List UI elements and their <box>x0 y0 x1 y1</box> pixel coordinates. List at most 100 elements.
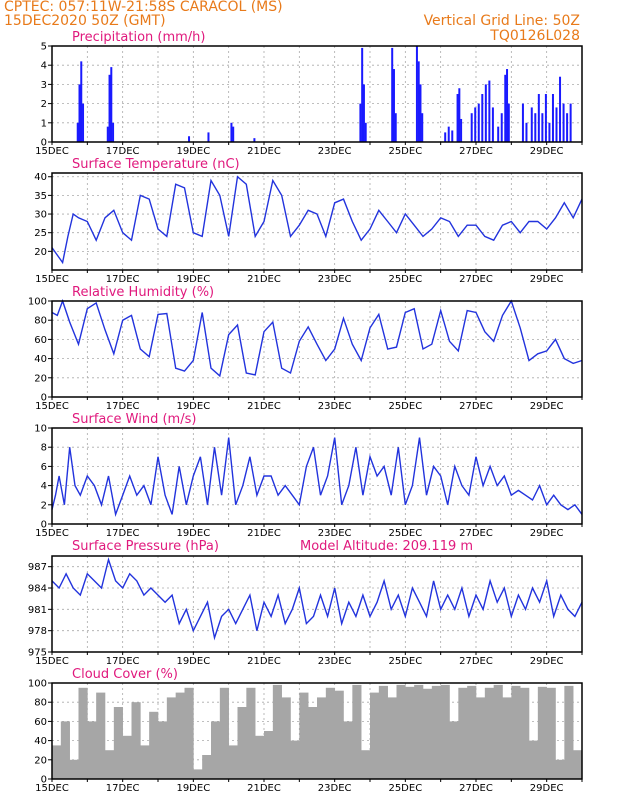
cloud-bar <box>290 740 300 779</box>
cloud-date-label: 29DEC <box>530 783 564 794</box>
cloud-title: Cloud Cover (%) <box>72 667 178 682</box>
precip-bar <box>566 113 569 142</box>
pres-date-label: 27DEC <box>459 656 493 667</box>
cloud-bar <box>458 687 468 779</box>
pres-date-label: 15DEC <box>35 656 69 667</box>
cloud-bar <box>396 684 406 779</box>
temp-frame <box>51 172 583 271</box>
cloud-bar <box>484 687 494 779</box>
precip-ytick-label: 1 <box>41 118 47 129</box>
precip-bar <box>362 84 365 142</box>
cloud-bar <box>476 697 486 779</box>
temp-ytick-label: 20 <box>34 247 47 258</box>
pres-frame <box>51 555 583 653</box>
pres-date-label: 21DEC <box>247 656 281 667</box>
wind-ytick-label: 8 <box>41 443 47 454</box>
temp-ytick-label: 25 <box>34 228 47 239</box>
precip-ytick-label: 2 <box>41 99 47 110</box>
precip-date-label: 23DEC <box>318 146 352 157</box>
precip-bar <box>534 113 537 142</box>
cloud-bar <box>272 684 282 779</box>
cloud-panel: 0 20 40 60 80 100 15DEC 17DEC 19DEC 21DEC 23DEC 25D… <box>28 679 583 794</box>
temp-date-label: 19DEC <box>176 274 210 285</box>
cloud-bar <box>52 745 62 779</box>
temp-date-label: 17DEC <box>106 274 140 285</box>
cloud-bar <box>149 711 159 779</box>
cloud-bar <box>184 687 194 779</box>
cloud-bar <box>317 697 327 779</box>
cloud-bar <box>493 684 503 779</box>
precip-bar <box>521 103 524 142</box>
rh-date-label: 21DEC <box>247 401 281 412</box>
pres-panel: 975 978 981 984 987 15DEC 17DEC 19DEC 21DEC 23DEC… <box>28 555 583 667</box>
cloud-bar <box>87 721 97 779</box>
temp-ytick-label: 35 <box>34 191 47 202</box>
temp-date-label: 23DEC <box>318 274 352 285</box>
precip-bar <box>78 84 81 142</box>
cloud-bar <box>211 721 221 779</box>
cloud-date-label: 19DEC <box>176 783 210 794</box>
precip-bar <box>470 113 473 142</box>
cloud-bar <box>105 750 115 779</box>
rh-date-label: 17DEC <box>106 401 140 412</box>
rh-series-line <box>51 298 583 378</box>
cloud-bar <box>228 745 238 779</box>
rh-ytick-label: 60 <box>34 335 47 346</box>
precip-bar <box>506 69 509 142</box>
precip-bar <box>106 126 109 142</box>
cloud-bar <box>96 692 106 779</box>
wind-date-label: 19DEC <box>176 528 210 539</box>
cloud-bar <box>255 735 265 779</box>
cloud-frame <box>51 682 583 780</box>
pres-ytick-label: 978 <box>28 626 47 637</box>
temp-title: Surface Temperature (nC) <box>72 157 240 172</box>
cloud-bar <box>202 755 212 779</box>
precip-bar <box>500 113 503 142</box>
rh-date-label: 29DEC <box>530 401 564 412</box>
cloud-bar <box>325 687 335 779</box>
cloud-bar <box>352 684 362 779</box>
precip-bar <box>541 113 544 142</box>
cloud-bar <box>308 707 318 779</box>
rh-date-label: 15DEC <box>35 401 69 412</box>
wind-date-label: 23DEC <box>318 528 352 539</box>
precip-bar <box>555 107 558 142</box>
cloud-bar <box>343 721 353 779</box>
cloud-date-label: 23DEC <box>318 783 352 794</box>
precip-bar <box>504 74 507 142</box>
model-header: TQ0126L028 <box>489 28 580 44</box>
cloud-date-label: 27DEC <box>459 783 493 794</box>
precip-bar <box>394 113 397 142</box>
precip-ytick-label: 5 <box>41 42 47 53</box>
wind-frame <box>51 427 583 525</box>
precip-date-label: 17DEC <box>106 146 140 157</box>
cloud-bar <box>414 684 424 779</box>
cloud-ytick-label: 60 <box>34 717 47 728</box>
wind-date-label: 25DEC <box>388 528 422 539</box>
precip-bar <box>525 122 528 142</box>
pres-title: Surface Pressure (hPa) <box>72 539 219 554</box>
precip-bar <box>488 80 491 142</box>
precip-ytick-label: 0 <box>41 138 47 149</box>
precip-bar <box>447 126 450 142</box>
wind-title: Surface Wind (m/s) <box>72 412 196 427</box>
pres-ytick-label: 984 <box>28 584 47 595</box>
precip-bar <box>361 47 364 142</box>
temp-date-label: 21DEC <box>247 274 281 285</box>
grid-line-header: Vertical Grid Line: 50Z <box>424 13 580 29</box>
temp-series-line <box>51 175 583 265</box>
precip-bar <box>421 113 424 142</box>
cloud-ytick-label: 0 <box>41 775 47 786</box>
cloud-date-label: 15DEC <box>35 783 69 794</box>
precip-bar <box>207 132 210 142</box>
precip-bar <box>419 84 422 142</box>
cloud-bar <box>467 685 477 779</box>
precip-date-label: 29DEC <box>530 146 564 157</box>
cloud-date-label: 17DEC <box>106 783 140 794</box>
precip-bar <box>537 94 540 142</box>
precip-bar <box>481 94 484 142</box>
precip-bar <box>76 122 79 142</box>
rh-ytick-label: 0 <box>41 393 47 404</box>
precip-bar <box>82 103 85 142</box>
